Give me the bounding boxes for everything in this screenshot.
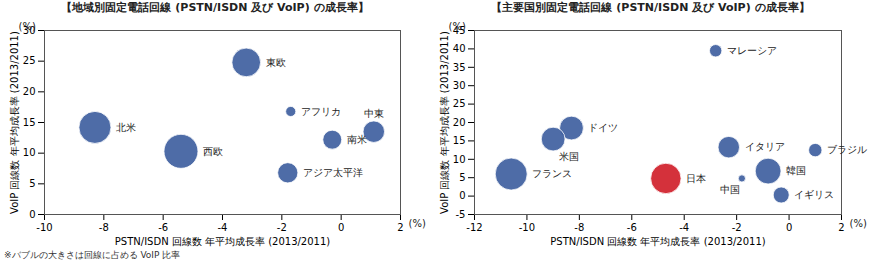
svg-text:VoIP 回線数 年平均成長率 (2013/2011): VoIP 回線数 年平均成長率 (2013/2011) — [9, 31, 20, 214]
svg-text:西欧: 西欧 — [203, 146, 223, 157]
svg-text:ブラジル: ブラジル — [827, 144, 867, 155]
svg-text:-2: -2 — [732, 222, 742, 233]
svg-text:40: 40 — [453, 43, 466, 54]
svg-text:-12: -12 — [466, 222, 482, 233]
svg-text:15: 15 — [23, 117, 36, 128]
svg-text:15: 15 — [453, 135, 466, 146]
svg-text:イタリア: イタリア — [745, 141, 785, 152]
svg-text:(%): (%) — [409, 218, 426, 229]
svg-text:0: 0 — [29, 209, 35, 220]
svg-text:-4: -4 — [679, 222, 689, 233]
html-text:【主要国別固定電話回線 (PSTN/ISDN 及び VoIP: 【主要国別固定電話回線 (PSTN/ISDN 及び VoIP) の成長率】 — [491, 1, 810, 14]
svg-text:PSTN/ISDN 回線数 年平均成長率 (2013/201: PSTN/ISDN 回線数 年平均成長率 (2013/2011) — [550, 236, 766, 247]
svg-text:20: 20 — [453, 117, 466, 128]
svg-text:5: 5 — [29, 178, 35, 189]
html-text:※バブルの大きさは回線に占める VoIP 比率: ※バブルの大きさは回線に占める VoIP 比率 — [4, 250, 181, 260]
svg-text:ドイツ: ドイツ — [588, 122, 618, 133]
svg-text:北米: 北米 — [116, 122, 136, 133]
svg-text:10: 10 — [23, 147, 36, 158]
svg-text:2: 2 — [397, 222, 403, 233]
svg-text:(%): (%) — [19, 21, 36, 32]
svg-text:VoIP 回線数 年平均成長率 (2013/2011): VoIP 回線数 年平均成長率 (2013/2011) — [439, 31, 450, 214]
svg-text:アフリカ: アフリカ — [301, 106, 341, 117]
svg-text:30: 30 — [453, 80, 466, 91]
svg-text:25: 25 — [453, 98, 466, 109]
svg-text:5: 5 — [459, 172, 465, 183]
svg-text:南米: 南米 — [347, 134, 367, 145]
svg-text:イギリス: イギリス — [794, 189, 834, 200]
svg-text:0: 0 — [338, 222, 344, 233]
svg-text:東欧: 東欧 — [266, 57, 286, 68]
svg-text:マレーシア: マレーシア — [727, 45, 777, 56]
svg-text:25: 25 — [23, 55, 36, 66]
svg-text:2: 2 — [838, 222, 844, 233]
svg-text:-10: -10 — [36, 222, 52, 233]
svg-text:-6: -6 — [627, 222, 637, 233]
svg-text:35: 35 — [453, 62, 466, 73]
svg-text:-4: -4 — [218, 222, 228, 233]
svg-text:-6: -6 — [158, 222, 168, 233]
svg-text:フランス: フランス — [532, 168, 572, 179]
svg-text:(%): (%) — [850, 218, 867, 229]
svg-text:0: 0 — [786, 222, 792, 233]
svg-text:-8: -8 — [574, 222, 584, 233]
svg-text:-5: -5 — [456, 209, 466, 220]
svg-text:アジア太平洋: アジア太平洋 — [303, 167, 363, 178]
svg-text:日本: 日本 — [686, 173, 706, 184]
svg-text:米国: 米国 — [559, 151, 579, 162]
svg-text:韓国: 韓国 — [786, 165, 806, 176]
svg-text:20: 20 — [23, 86, 36, 97]
html-text:【地域別固定電話回線 (PSTN/ISDN 及び VoIP): 【地域別固定電話回線 (PSTN/ISDN 及び VoIP) の成長率】 — [61, 1, 369, 14]
svg-text:中国: 中国 — [720, 184, 740, 195]
svg-text:-2: -2 — [277, 222, 287, 233]
svg-text:-10: -10 — [519, 222, 535, 233]
svg-text:PSTN/ISDN 回線数 年平均成長率 (2013/201: PSTN/ISDN 回線数 年平均成長率 (2013/2011) — [115, 236, 331, 247]
svg-text:中東: 中東 — [364, 108, 384, 119]
svg-text:-8: -8 — [99, 222, 109, 233]
svg-text:0: 0 — [459, 190, 465, 201]
svg-text:(%): (%) — [449, 21, 466, 32]
svg-text:10: 10 — [453, 154, 466, 165]
